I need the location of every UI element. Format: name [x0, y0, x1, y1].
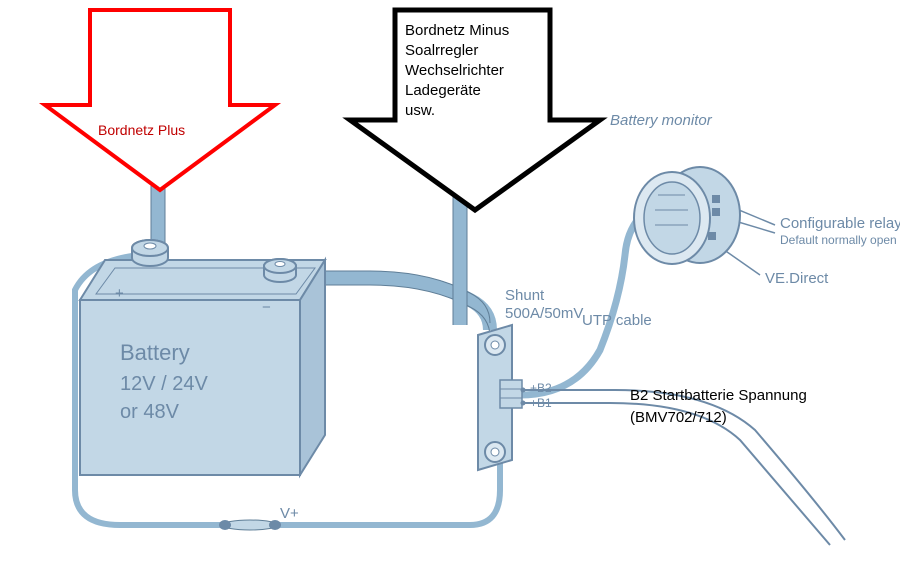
vplus-label: V+	[280, 505, 299, 522]
arrow-red-text: Bordnetz Plus	[98, 122, 185, 138]
battery-monitor	[634, 167, 740, 264]
arrow-black-l5: usw.	[405, 102, 435, 119]
inline-fuse	[219, 520, 281, 530]
b2-anno-1: B2 Startbatterie Spannung	[630, 387, 807, 404]
relay-label-2: Default normally open	[780, 233, 897, 247]
arrow-black-l3: Wechselrichter	[405, 62, 504, 79]
wiring-diagram: + − Battery 12V / 24V or 48V Shunt 500A/…	[0, 0, 900, 585]
battery-label-1: Battery	[120, 340, 190, 365]
shunt-label-2: 500A/50mV	[505, 305, 583, 322]
utp-label: UTP cable	[582, 312, 652, 329]
arrow-black-l4: Ladegeräte	[405, 82, 481, 99]
battery-minus-sign: −	[262, 299, 271, 316]
shunt-b2: +B2	[530, 381, 552, 395]
arrow-bordnetz-minus: Bordnetz Minus Soalrregler Wechselrichte…	[350, 10, 600, 210]
battery-minus-terminal	[264, 259, 296, 282]
battery: + − Battery 12V / 24V or 48V	[80, 240, 325, 475]
monitor-title: Battery monitor	[610, 112, 713, 129]
arrow-bordnetz-plus: Bordnetz Plus	[45, 10, 275, 190]
relay-label-1: Configurable relay contact	[780, 215, 900, 232]
vedirect-label: VE.Direct	[765, 270, 829, 287]
shunt-label-1: Shunt	[505, 287, 545, 304]
b2-anno-2: (BMV702/712)	[630, 409, 727, 426]
battery-label-2: 12V / 24V	[120, 373, 209, 395]
shunt-b1: +B1	[530, 396, 552, 410]
arrow-black-l2: Soalrregler	[405, 42, 478, 59]
battery-label-3: or 48V	[120, 401, 180, 423]
arrow-black-l1: Bordnetz Minus	[405, 22, 509, 39]
battery-plus-sign: +	[115, 285, 124, 302]
battery-plus-terminal	[132, 240, 168, 266]
shunt	[478, 325, 526, 470]
